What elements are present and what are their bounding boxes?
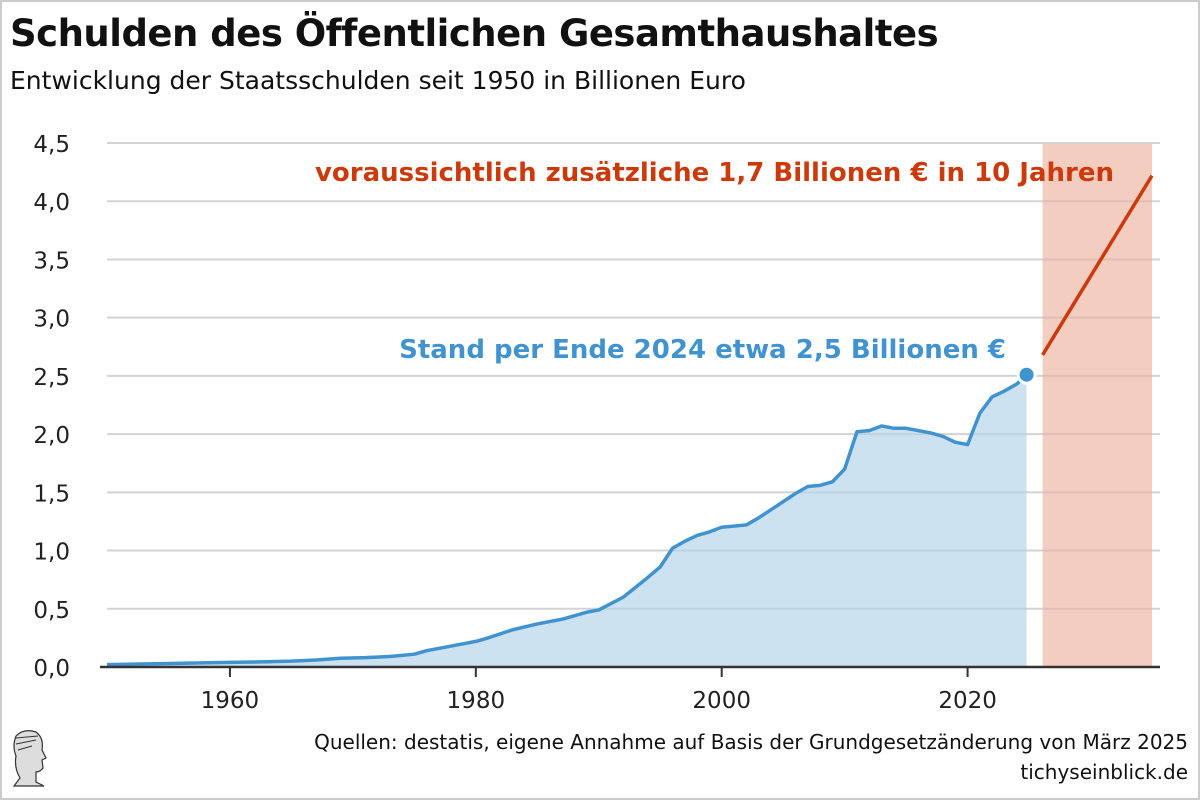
debt-line — [106, 373, 1028, 667]
y-tick-label: 2,5 — [33, 365, 70, 391]
chart-title: Schulden des Öffentlichen Gesamthaushalt… — [10, 12, 939, 55]
y-tick-label: 0,5 — [33, 598, 70, 624]
projection-line — [1041, 174, 1154, 356]
y-tick-label: 4,0 — [33, 190, 70, 216]
end-point-marker — [1019, 367, 1034, 382]
y-tick-label: 3,0 — [33, 307, 70, 333]
y-tick-label: 1,0 — [33, 540, 70, 566]
y-tick-label: 2,0 — [33, 423, 70, 449]
y-tick-label: 3,5 — [33, 248, 70, 274]
y-tick-label: 0,0 — [33, 656, 70, 682]
source-note: Quellen: destatis, eigene Annahme auf Ba… — [314, 730, 1188, 754]
projection-area — [1042, 144, 1152, 667]
annotation-projection: voraussichtlich zusätzliche 1,7 Billione… — [315, 158, 1114, 188]
y-tick-label: 4,5 — [33, 132, 70, 158]
logo-head-icon — [12, 730, 47, 787]
site-credit: tichyseinblick.de — [1020, 760, 1188, 784]
x-tick-label: 2020 — [938, 688, 997, 714]
x-tick-label: 1980 — [447, 688, 506, 714]
annotation-current: Stand per Ende 2024 etwa 2,5 Billionen € — [399, 335, 1006, 365]
y-tick-label: 1,5 — [33, 481, 70, 507]
chart-subtitle: Entwicklung der Staatsschulden seit 1950… — [10, 66, 746, 95]
x-tick-label: 2000 — [692, 688, 751, 714]
debt-area — [107, 374, 1027, 667]
x-tick-label: 1960 — [201, 688, 260, 714]
